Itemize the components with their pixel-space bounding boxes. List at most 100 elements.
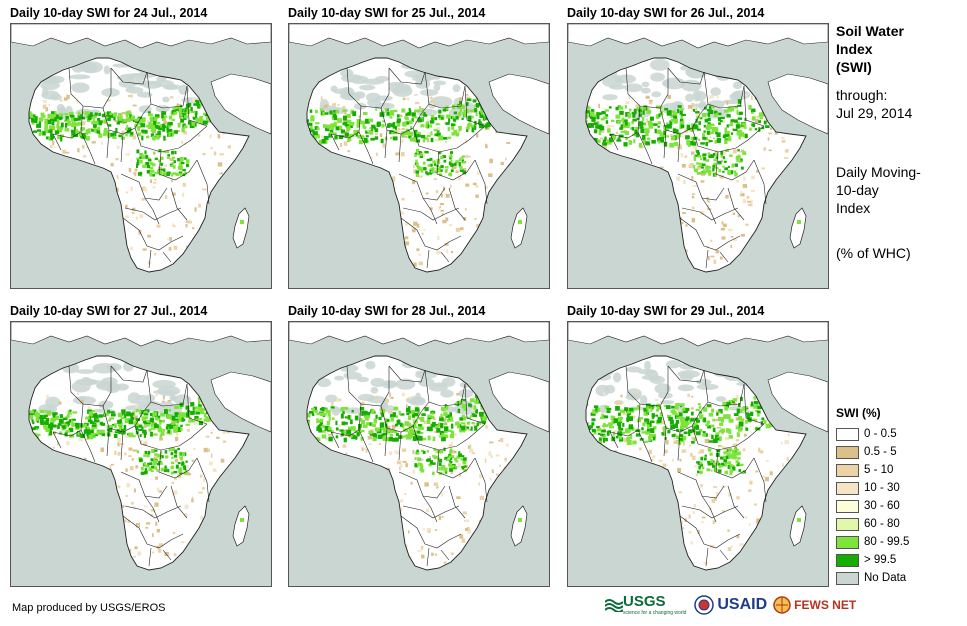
panel-title-3: Daily 10-day SWI for 26 Jul., 2014 bbox=[567, 6, 765, 20]
country-border bbox=[196, 457, 210, 503]
country-border bbox=[719, 549, 729, 561]
country-border bbox=[146, 71, 188, 109]
legend-swatch bbox=[836, 553, 859, 567]
country-border bbox=[120, 133, 124, 163]
country-border bbox=[727, 485, 745, 519]
country-border bbox=[424, 71, 466, 109]
legend-label: 0 - 0.5 bbox=[864, 428, 897, 440]
legend-label: 30 - 60 bbox=[864, 500, 900, 512]
country-border bbox=[426, 547, 430, 567]
africa-map-3 bbox=[568, 24, 828, 288]
legend-title: SWI (%) bbox=[836, 406, 881, 420]
country-border bbox=[753, 159, 767, 205]
fews-text: FEWS NET bbox=[794, 597, 857, 612]
country-border bbox=[701, 197, 717, 225]
usaid-seal-icon bbox=[694, 594, 715, 615]
side-title-line1: Soil Water bbox=[836, 23, 904, 39]
africa-map-1 bbox=[11, 24, 271, 288]
panel-title-1: Daily 10-day SWI for 24 Jul., 2014 bbox=[10, 6, 208, 20]
country-border bbox=[677, 431, 681, 461]
country-border bbox=[701, 495, 717, 523]
legend-swatch bbox=[836, 535, 859, 549]
country-border bbox=[162, 549, 172, 561]
country-border bbox=[677, 133, 681, 163]
legend-label: 10 - 30 bbox=[864, 482, 900, 494]
country-border bbox=[186, 85, 208, 127]
credit-text: Map produced by USGS/EROS bbox=[12, 602, 166, 614]
arabia-landmass bbox=[488, 371, 549, 433]
country-border bbox=[727, 187, 745, 221]
country-border bbox=[743, 85, 765, 127]
country-border bbox=[122, 515, 184, 549]
legend-item: > 99.5 bbox=[836, 551, 909, 569]
country-border bbox=[705, 249, 709, 269]
legend-item: 0.5 - 5 bbox=[836, 443, 909, 461]
africa-map-6 bbox=[568, 322, 828, 586]
country-border bbox=[358, 429, 374, 463]
europe-landmass bbox=[11, 322, 271, 347]
country-border bbox=[68, 365, 112, 407]
country-border bbox=[402, 207, 460, 221]
europe-landmass bbox=[568, 24, 828, 49]
legend-swatch bbox=[836, 481, 859, 495]
arabia-landmass bbox=[210, 73, 271, 135]
country-border bbox=[52, 403, 84, 437]
africa-coastline bbox=[306, 57, 528, 273]
side-title-line2: Index bbox=[836, 41, 873, 57]
madagascar bbox=[232, 505, 250, 547]
country-border bbox=[120, 431, 124, 461]
country-border bbox=[346, 67, 390, 109]
legend-label: 5 - 10 bbox=[864, 464, 894, 476]
swi-pixels bbox=[307, 58, 512, 267]
country-border bbox=[440, 549, 450, 561]
country-border bbox=[609, 431, 619, 449]
country-border bbox=[412, 423, 486, 451]
legend-item: 5 - 10 bbox=[836, 461, 909, 479]
legend-swatch bbox=[836, 571, 859, 585]
country-border bbox=[625, 365, 669, 407]
country-border bbox=[715, 449, 755, 479]
usgs-wave-icon bbox=[605, 598, 623, 612]
side-title-line3: (SWI) bbox=[836, 59, 872, 75]
country-border bbox=[358, 131, 374, 165]
country-border bbox=[625, 67, 669, 109]
country-border bbox=[679, 515, 741, 549]
country-border bbox=[663, 129, 667, 159]
country-border bbox=[703, 71, 745, 109]
madagascar bbox=[510, 505, 528, 547]
africa-coastline bbox=[585, 355, 807, 571]
country-border bbox=[637, 429, 653, 463]
africa-map-4 bbox=[11, 322, 271, 586]
africa-coastline bbox=[28, 355, 250, 571]
country-border bbox=[436, 449, 476, 479]
usaid-text: USAID bbox=[717, 595, 768, 613]
legend-swatch bbox=[836, 445, 859, 459]
country-border bbox=[659, 401, 709, 433]
country-border bbox=[474, 457, 488, 503]
africa-coastline bbox=[306, 355, 528, 571]
legend-label: > 99.5 bbox=[864, 554, 897, 566]
country-border bbox=[162, 251, 172, 263]
country-border bbox=[667, 67, 705, 85]
country-border bbox=[667, 365, 705, 383]
europe-landmass bbox=[289, 322, 549, 347]
country-border bbox=[196, 159, 210, 205]
country-border bbox=[715, 151, 755, 181]
country-border bbox=[106, 129, 110, 159]
country-border bbox=[80, 429, 96, 463]
country-border bbox=[144, 197, 160, 225]
country-border bbox=[170, 485, 188, 519]
country-border bbox=[106, 427, 110, 457]
country-border bbox=[400, 217, 462, 251]
madagascar-swi bbox=[240, 518, 244, 522]
country-border bbox=[705, 547, 709, 567]
map-panel-6 bbox=[567, 321, 829, 587]
country-border bbox=[703, 369, 745, 407]
country-border bbox=[146, 369, 188, 407]
country-border bbox=[330, 133, 340, 151]
description-line3: Index bbox=[836, 200, 871, 216]
europe-landmass bbox=[568, 322, 828, 347]
arabia-landmass bbox=[767, 73, 828, 135]
legend-swatch bbox=[836, 427, 859, 441]
country-border bbox=[144, 495, 160, 523]
